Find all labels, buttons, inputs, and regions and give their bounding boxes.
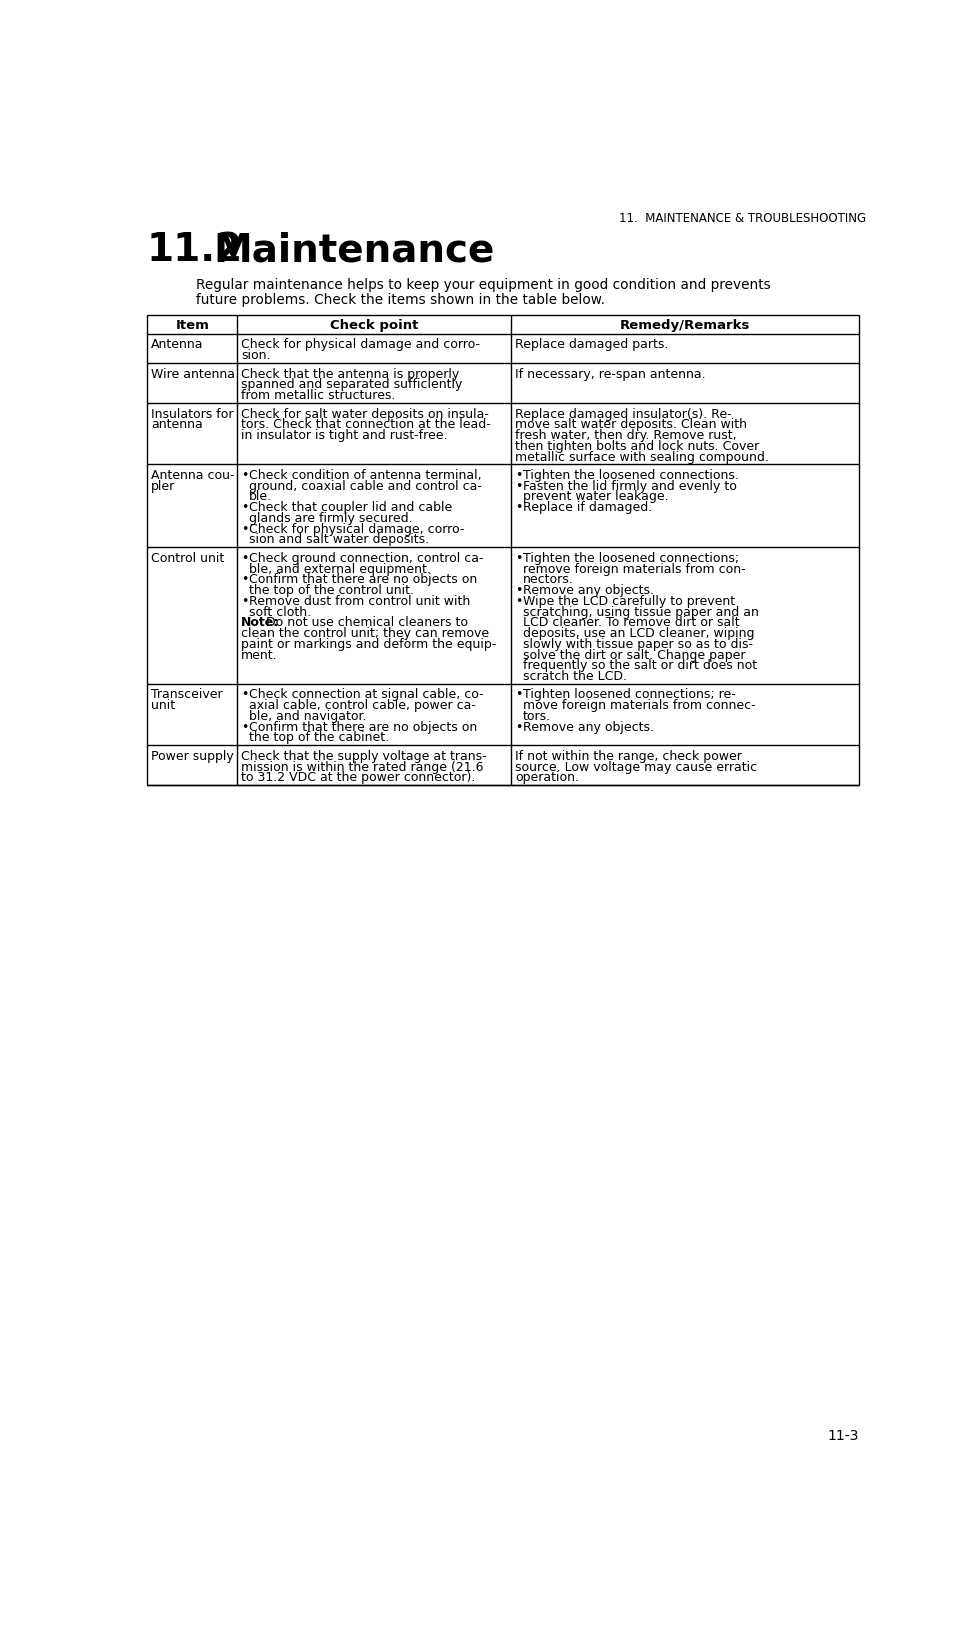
Text: Remove dust from control unit with: Remove dust from control unit with: [249, 595, 470, 608]
Text: •: •: [241, 574, 248, 587]
Text: Check that coupler lid and cable: Check that coupler lid and cable: [249, 502, 451, 515]
Text: •: •: [241, 502, 248, 515]
Text: tors.: tors.: [523, 710, 550, 723]
Text: Check that the supply voltage at trans-: Check that the supply voltage at trans-: [241, 749, 487, 762]
Text: Regular maintenance helps to keep your equipment in good condition and prevents: Regular maintenance helps to keep your e…: [195, 277, 770, 292]
Text: •: •: [515, 720, 522, 733]
Text: future problems. Check the items shown in the table below.: future problems. Check the items shown i…: [195, 293, 604, 306]
Text: •: •: [515, 469, 522, 482]
Text: Check for physical damage, corro-: Check for physical damage, corro-: [249, 523, 464, 536]
Text: from metallic structures.: from metallic structures.: [241, 388, 396, 402]
Text: clean the control unit; they can remove: clean the control unit; they can remove: [241, 626, 488, 639]
Text: antenna: antenna: [150, 418, 202, 431]
Text: the top of the control unit.: the top of the control unit.: [249, 583, 413, 597]
Text: frequently so the salt or dirt does not: frequently so the salt or dirt does not: [523, 659, 756, 672]
Text: Antenna cou-: Antenna cou-: [150, 469, 234, 482]
Text: mission is within the rated range (21.6: mission is within the rated range (21.6: [241, 760, 484, 774]
Text: Tighten loosened connections; re-: Tighten loosened connections; re-: [523, 688, 735, 701]
Text: ble.: ble.: [249, 490, 272, 503]
Text: Power supply: Power supply: [150, 749, 234, 762]
Text: Remove any objects.: Remove any objects.: [523, 583, 654, 597]
Text: Transceiver: Transceiver: [150, 688, 223, 701]
Text: to 31.2 VDC at the power connector).: to 31.2 VDC at the power connector).: [241, 770, 475, 783]
Text: If necessary, re-span antenna.: If necessary, re-span antenna.: [515, 367, 705, 380]
Text: Note:: Note:: [241, 616, 279, 629]
Text: LCD cleaner. To remove dirt or salt: LCD cleaner. To remove dirt or salt: [523, 616, 739, 629]
Text: soft cloth.: soft cloth.: [249, 605, 311, 618]
Text: •: •: [515, 595, 522, 608]
Text: glands are firmly secured.: glands are firmly secured.: [249, 511, 412, 524]
Text: Check that the antenna is properly: Check that the antenna is properly: [241, 367, 459, 380]
Text: Tighten the loosened connections.: Tighten the loosened connections.: [523, 469, 738, 482]
Text: slowly with tissue paper so as to dis-: slowly with tissue paper so as to dis-: [523, 638, 752, 651]
Text: remove foreign materials from con-: remove foreign materials from con-: [523, 562, 744, 575]
Text: metallic surface with sealing compound.: metallic surface with sealing compound.: [515, 451, 768, 464]
Text: Check for physical damage and corro-: Check for physical damage and corro-: [241, 338, 480, 351]
Text: unit: unit: [150, 698, 175, 711]
Text: •: •: [515, 688, 522, 701]
Text: Tighten the loosened connections;: Tighten the loosened connections;: [523, 552, 739, 564]
Text: axial cable, control cable, power ca-: axial cable, control cable, power ca-: [249, 698, 476, 711]
Text: Confirm that there are no objects on: Confirm that there are no objects on: [249, 574, 477, 587]
Text: •: •: [241, 720, 248, 733]
Text: spanned and separated sufficiently: spanned and separated sufficiently: [241, 379, 462, 392]
Text: Control unit: Control unit: [150, 552, 224, 564]
Text: Check condition of antenna terminal,: Check condition of antenna terminal,: [249, 469, 481, 482]
Text: deposits, use an LCD cleaner, wiping: deposits, use an LCD cleaner, wiping: [523, 626, 753, 639]
Text: ble, and navigator.: ble, and navigator.: [249, 710, 366, 723]
Text: •: •: [515, 502, 522, 515]
Text: •: •: [515, 552, 522, 564]
Text: paint or markings and deform the equip-: paint or markings and deform the equip-: [241, 638, 496, 651]
Text: •: •: [241, 552, 248, 564]
Text: Confirm that there are no objects on: Confirm that there are no objects on: [249, 720, 477, 733]
Text: prevent water leakage.: prevent water leakage.: [523, 490, 668, 503]
Text: 11-3: 11-3: [827, 1428, 858, 1442]
Text: sion.: sion.: [241, 349, 271, 362]
Text: Replace if damaged.: Replace if damaged.: [523, 502, 652, 515]
Text: •: •: [241, 469, 248, 482]
Text: ment.: ment.: [241, 647, 277, 661]
Text: then tighten bolts and lock nuts. Cover: then tighten bolts and lock nuts. Cover: [515, 439, 759, 452]
Text: fresh water, then dry. Remove rust,: fresh water, then dry. Remove rust,: [515, 429, 736, 443]
Text: Antenna: Antenna: [150, 338, 203, 351]
Text: •: •: [241, 523, 248, 536]
Text: Check for salt water deposits on insula-: Check for salt water deposits on insula-: [241, 408, 488, 420]
Text: solve the dirt or salt. Change paper: solve the dirt or salt. Change paper: [523, 647, 744, 661]
Text: ground, coaxial cable and control ca-: ground, coaxial cable and control ca-: [249, 480, 482, 492]
Text: Wipe the LCD carefully to prevent: Wipe the LCD carefully to prevent: [523, 595, 735, 608]
Text: Check ground connection, control ca-: Check ground connection, control ca-: [249, 552, 483, 564]
Text: pler: pler: [150, 480, 175, 492]
Text: move foreign materials from connec-: move foreign materials from connec-: [523, 698, 755, 711]
Text: Item: Item: [175, 318, 209, 331]
Text: Remove any objects.: Remove any objects.: [523, 720, 654, 733]
Text: the top of the cabinet.: the top of the cabinet.: [249, 731, 389, 744]
Text: Wire antenna: Wire antenna: [150, 367, 234, 380]
Text: •: •: [241, 688, 248, 701]
Text: Maintenance: Maintenance: [214, 231, 494, 269]
Text: Fasten the lid firmly and evenly to: Fasten the lid firmly and evenly to: [523, 480, 736, 492]
Text: •: •: [515, 480, 522, 492]
Text: 11.  MAINTENANCE & TROUBLESHOOTING: 11. MAINTENANCE & TROUBLESHOOTING: [618, 211, 866, 225]
Text: Replace damaged insulator(s). Re-: Replace damaged insulator(s). Re-: [515, 408, 731, 420]
Text: ble, and external equipment.: ble, and external equipment.: [249, 562, 431, 575]
Text: 11.2: 11.2: [147, 231, 243, 269]
Text: •: •: [515, 583, 522, 597]
Text: in insulator is tight and rust-free.: in insulator is tight and rust-free.: [241, 429, 447, 443]
Text: operation.: operation.: [515, 770, 578, 783]
Text: move salt water deposits. Clean with: move salt water deposits. Clean with: [515, 418, 746, 431]
Text: nectors.: nectors.: [523, 574, 573, 587]
Text: scratch the LCD.: scratch the LCD.: [523, 670, 626, 682]
Text: scratching, using tissue paper and an: scratching, using tissue paper and an: [523, 605, 758, 618]
Text: tors. Check that connection at the lead-: tors. Check that connection at the lead-: [241, 418, 490, 431]
Text: Insulators for: Insulators for: [150, 408, 234, 420]
Text: Do not use chemical cleaners to: Do not use chemical cleaners to: [262, 616, 468, 629]
Text: If not within the range, check power: If not within the range, check power: [515, 749, 742, 762]
Text: Check connection at signal cable, co-: Check connection at signal cable, co-: [249, 688, 484, 701]
Text: Replace damaged parts.: Replace damaged parts.: [515, 338, 668, 351]
Text: Remedy/Remarks: Remedy/Remarks: [619, 318, 749, 331]
Text: sion and salt water deposits.: sion and salt water deposits.: [249, 533, 429, 546]
Text: Check point: Check point: [330, 318, 418, 331]
Text: source. Low voltage may cause erratic: source. Low voltage may cause erratic: [515, 760, 756, 774]
Text: •: •: [241, 595, 248, 608]
